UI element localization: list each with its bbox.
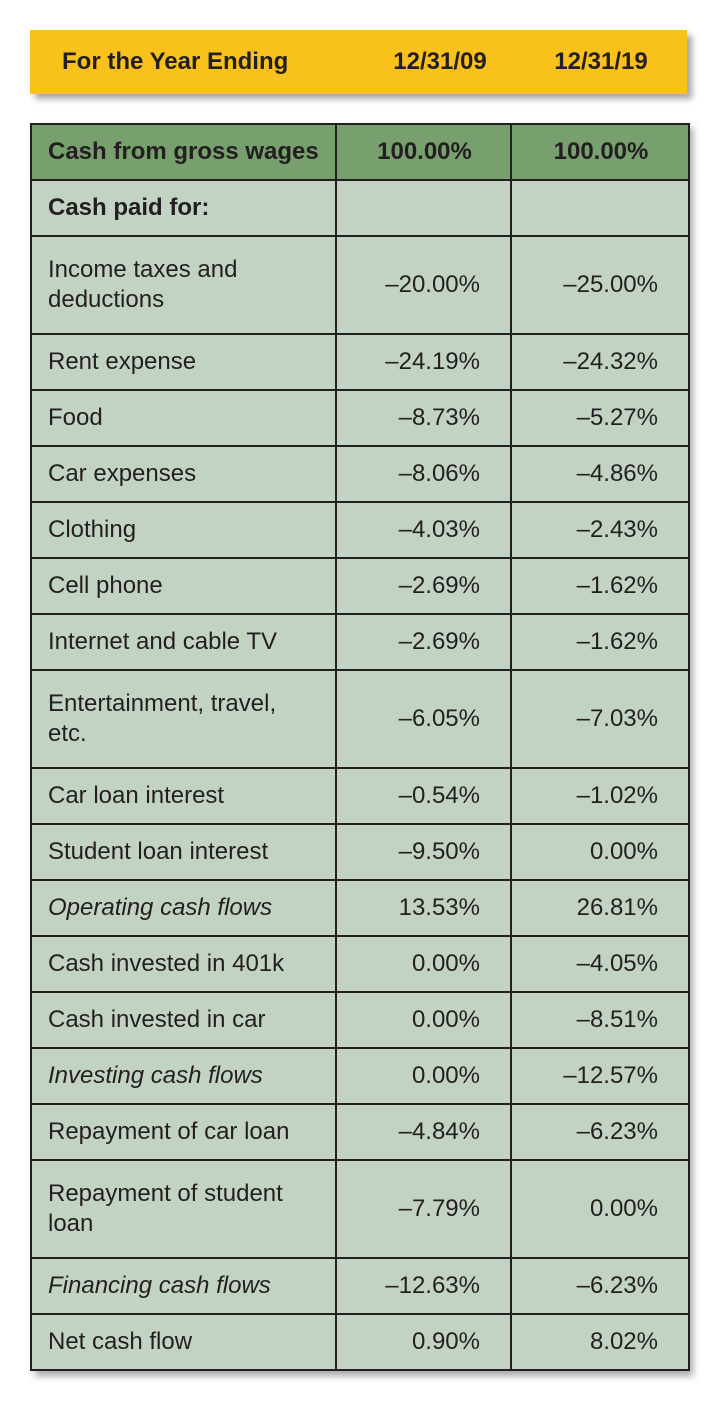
row-label: Food bbox=[30, 389, 337, 447]
value-2019: –8.51% bbox=[510, 991, 690, 1049]
table-row: Car expenses –8.06% –4.86% bbox=[30, 445, 690, 503]
table-row: Investing cash flows 0.00% –12.57% bbox=[30, 1047, 690, 1105]
row-label: Cash invested in 401k bbox=[30, 935, 337, 993]
value-2009: 0.00% bbox=[335, 1047, 512, 1105]
table-row: Clothing –4.03% –2.43% bbox=[30, 501, 690, 559]
table-row: Net cash flow 0.90% 8.02% bbox=[30, 1313, 690, 1371]
value-2009 bbox=[335, 179, 512, 237]
header-period-label: For the Year Ending bbox=[62, 48, 289, 75]
table-row: Cash paid for: bbox=[30, 179, 690, 237]
row-label: Car expenses bbox=[30, 445, 337, 503]
value-2009: –2.69% bbox=[335, 613, 512, 671]
value-2019: 0.00% bbox=[510, 1159, 690, 1259]
table-row: Rent expense –24.19% –24.32% bbox=[30, 333, 690, 391]
table-row: Entertainment, travel, etc. –6.05% –7.03% bbox=[30, 669, 690, 769]
row-label: Repayment of student loan bbox=[30, 1159, 337, 1259]
value-2019: 100.00% bbox=[510, 123, 690, 181]
value-2009: –4.03% bbox=[335, 501, 512, 559]
header-date-2019: 12/31/19 bbox=[554, 48, 648, 75]
value-2009: –24.19% bbox=[335, 333, 512, 391]
table-row: Operating cash flows 13.53% 26.81% bbox=[30, 879, 690, 937]
value-2019: –25.00% bbox=[510, 235, 690, 335]
value-2009: 13.53% bbox=[335, 879, 512, 937]
row-label: Car loan interest bbox=[30, 767, 337, 825]
row-label: Investing cash flows bbox=[30, 1047, 337, 1105]
table-row: Internet and cable TV –2.69% –1.62% bbox=[30, 613, 690, 671]
table-row: Cash from gross wages 100.00% 100.00% bbox=[30, 123, 690, 181]
value-2019: –6.23% bbox=[510, 1257, 690, 1315]
value-2009: 100.00% bbox=[335, 123, 512, 181]
value-2019: –4.05% bbox=[510, 935, 690, 993]
table-row: Food –8.73% –5.27% bbox=[30, 389, 690, 447]
row-label: Clothing bbox=[30, 501, 337, 559]
value-2009: –4.84% bbox=[335, 1103, 512, 1161]
value-2009: –2.69% bbox=[335, 557, 512, 615]
table-row: Cash invested in 401k 0.00% –4.05% bbox=[30, 935, 690, 993]
value-2009: –9.50% bbox=[335, 823, 512, 881]
value-2019: 8.02% bbox=[510, 1313, 690, 1371]
value-2009: –6.05% bbox=[335, 669, 512, 769]
value-2019: –4.86% bbox=[510, 445, 690, 503]
table-header-band: For the Year Ending 12/31/09 12/31/19 bbox=[30, 30, 687, 94]
row-label: Entertainment, travel, etc. bbox=[30, 669, 337, 769]
row-label: Cash invested in car bbox=[30, 991, 337, 1049]
value-2019 bbox=[510, 179, 690, 237]
value-2009: –8.06% bbox=[335, 445, 512, 503]
value-2019: –7.03% bbox=[510, 669, 690, 769]
table-row: Cell phone –2.69% –1.62% bbox=[30, 557, 690, 615]
table-row: Cash invested in car 0.00% –8.51% bbox=[30, 991, 690, 1049]
row-label: Cash paid for: bbox=[30, 179, 337, 237]
value-2019: –1.02% bbox=[510, 767, 690, 825]
value-2009: 0.00% bbox=[335, 991, 512, 1049]
value-2019: –1.62% bbox=[510, 613, 690, 671]
value-2009: 0.90% bbox=[335, 1313, 512, 1371]
row-label: Financing cash flows bbox=[30, 1257, 337, 1315]
value-2019: –5.27% bbox=[510, 389, 690, 447]
value-2009: –7.79% bbox=[335, 1159, 512, 1259]
row-label: Repayment of car loan bbox=[30, 1103, 337, 1161]
row-label: Rent expense bbox=[30, 333, 337, 391]
cash-flow-table: Cash from gross wages 100.00% 100.00% Cash … bbox=[30, 123, 690, 1371]
row-label: Income taxes and deductions bbox=[30, 235, 337, 335]
value-2019: 0.00% bbox=[510, 823, 690, 881]
table-row: Financing cash flows –12.63% –6.23% bbox=[30, 1257, 690, 1315]
row-label: Cell phone bbox=[30, 557, 337, 615]
table-row: Student loan interest –9.50% 0.00% bbox=[30, 823, 690, 881]
table-row: Repayment of car loan –4.84% –6.23% bbox=[30, 1103, 690, 1161]
row-label: Student loan interest bbox=[30, 823, 337, 881]
value-2009: –12.63% bbox=[335, 1257, 512, 1315]
value-2009: 0.00% bbox=[335, 935, 512, 993]
row-label: Internet and cable TV bbox=[30, 613, 337, 671]
row-label: Operating cash flows bbox=[30, 879, 337, 937]
table-row: Car loan interest –0.54% –1.02% bbox=[30, 767, 690, 825]
value-2009: –0.54% bbox=[335, 767, 512, 825]
value-2009: –8.73% bbox=[335, 389, 512, 447]
value-2019: –6.23% bbox=[510, 1103, 690, 1161]
value-2009: –20.00% bbox=[335, 235, 512, 335]
table-row: Repayment of student loan –7.79% 0.00% bbox=[30, 1159, 690, 1259]
value-2019: 26.81% bbox=[510, 879, 690, 937]
value-2019: –2.43% bbox=[510, 501, 690, 559]
header-date-2009: 12/31/09 bbox=[393, 48, 487, 75]
value-2019: –12.57% bbox=[510, 1047, 690, 1105]
row-label: Cash from gross wages bbox=[30, 123, 337, 181]
table-row: Income taxes and deductions –20.00% –25.00… bbox=[30, 235, 690, 335]
row-label: Net cash flow bbox=[30, 1313, 337, 1371]
value-2019: –24.32% bbox=[510, 333, 690, 391]
value-2019: –1.62% bbox=[510, 557, 690, 615]
